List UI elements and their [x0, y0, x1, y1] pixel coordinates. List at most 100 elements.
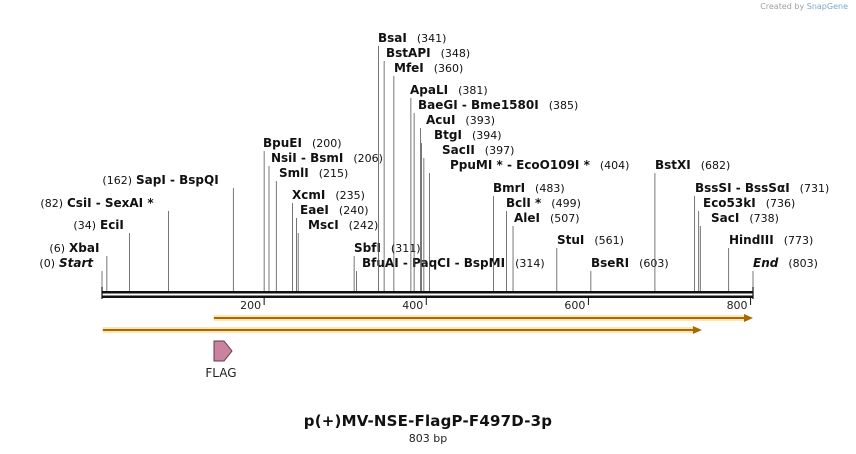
- site-position: (200): [312, 137, 342, 150]
- site-position: (360): [434, 62, 464, 75]
- orf-arrowhead: [744, 314, 753, 322]
- site-name: SmlI: [279, 166, 309, 180]
- orf-arrow[interactable]: [102, 326, 702, 334]
- backbone-top-strand: [102, 291, 753, 294]
- site-xbai[interactable]: XbaI (6): [49, 241, 108, 291]
- site-start[interactable]: Start (0): [39, 256, 103, 291]
- site-sbfi[interactable]: SbfI (311): [353, 241, 421, 291]
- site-position: (240): [339, 204, 369, 217]
- site-msci[interactable]: MscI (242): [297, 218, 379, 291]
- site-bseri[interactable]: BseRI (603): [590, 256, 669, 291]
- site-position: (404): [600, 159, 630, 172]
- site-name: HindIII: [729, 233, 774, 247]
- ruler-label: 600: [564, 299, 585, 312]
- site-position: (736): [766, 197, 796, 210]
- site-name: EaeI: [300, 203, 329, 217]
- site-eco53ki[interactable]: Eco53kI (736): [698, 196, 796, 291]
- site-position: (162): [102, 174, 132, 187]
- site-position: (235): [335, 189, 365, 202]
- site-name: AleI: [514, 211, 540, 225]
- site-name: XbaI: [69, 241, 99, 255]
- site-name: CsiI - SexAI *: [67, 196, 154, 210]
- site-position: (507): [550, 212, 580, 225]
- site-name: SacII: [442, 143, 475, 157]
- site-apali[interactable]: ApaLI (381): [410, 83, 488, 291]
- site-position: (0): [39, 257, 55, 270]
- site-name: BclI *: [506, 196, 542, 210]
- site-bpuei[interactable]: BpuEI (200): [263, 136, 342, 291]
- site-position: (206): [353, 152, 383, 165]
- site-eaei[interactable]: EaeI (240): [296, 203, 369, 291]
- site-position: (731): [800, 182, 830, 195]
- site-name: BpuEI: [263, 136, 302, 150]
- snapgene-credit: Created by SnapGene: [760, 2, 848, 11]
- site-position: (773): [784, 234, 814, 247]
- backbone-bottom-strand: [102, 295, 753, 298]
- site-bstxi[interactable]: BstXI (682): [654, 158, 730, 291]
- site-name: Start: [59, 256, 94, 270]
- site-ppumi[interactable]: PpuMI * - EcoO109I * (404): [429, 158, 630, 291]
- site-bcli[interactable]: BclI * (499): [506, 196, 581, 291]
- site-bfuai[interactable]: BfuAI - PaqCI - BspMI (314): [356, 256, 545, 291]
- site-position: (394): [472, 129, 502, 142]
- site-position: (34): [73, 219, 96, 232]
- site-nsii[interactable]: NsiI - BsmI (206): [268, 151, 383, 291]
- site-position: (803): [788, 257, 818, 270]
- site-name: MscI: [308, 218, 339, 232]
- site-name: XcmI: [292, 188, 325, 202]
- site-position: (314): [515, 257, 545, 270]
- site-alei[interactable]: AleI (507): [512, 211, 580, 291]
- site-position: (385): [549, 99, 579, 112]
- site-mfei[interactable]: MfeI (360): [393, 61, 464, 291]
- site-position: (311): [391, 242, 421, 255]
- site-csii[interactable]: CsiI - SexAI * (82): [40, 196, 169, 291]
- site-name: BaeGI - Bme1580I: [418, 98, 539, 112]
- ruler-label: 400: [402, 299, 423, 312]
- site-name: PpuMI * - EcoO109I *: [450, 158, 591, 172]
- site-xcmi[interactable]: XcmI (235): [292, 188, 365, 291]
- orf-arrowhead: [692, 326, 702, 334]
- site-position: (348): [441, 47, 471, 60]
- site-end[interactable]: End (803): [752, 256, 818, 291]
- plasmid-name: p(+)MV-NSE-FlagP-F497D-3p: [303, 412, 553, 430]
- site-name: BtgI: [434, 128, 462, 142]
- site-position: (215): [319, 167, 349, 180]
- snapgene-logo: SnapGene: [806, 2, 848, 11]
- site-name: BseRI: [591, 256, 629, 270]
- site-bsssi[interactable]: BssSI - BssSαI (731): [694, 181, 830, 291]
- site-position: (393): [465, 114, 495, 127]
- map-title-block: p(+)MV-NSE-FlagP-F497D-3p 803 bp: [0, 412, 856, 445]
- site-name: NsiI - BsmI: [271, 151, 343, 165]
- site-position: (483): [535, 182, 565, 195]
- feature-flag[interactable]: FLAG: [205, 340, 237, 380]
- site-name: BstAPI: [386, 46, 431, 60]
- site-sapi[interactable]: SapI - BspQI (162): [102, 173, 234, 291]
- ruler-label: 200: [240, 299, 261, 312]
- site-bstapi[interactable]: BstAPI (348): [383, 46, 471, 291]
- site-name: EciI: [100, 218, 124, 232]
- site-position: (603): [639, 257, 669, 270]
- site-name: MfeI: [394, 61, 424, 75]
- site-position: (6): [49, 242, 65, 255]
- site-position: (381): [458, 84, 488, 97]
- site-ecii[interactable]: EciI (34): [73, 218, 130, 291]
- site-position: (397): [485, 144, 515, 157]
- site-name: Eco53kI: [703, 196, 756, 210]
- feature-label: FLAG: [205, 366, 236, 380]
- site-saci[interactable]: SacI (738): [699, 211, 779, 291]
- site-sacii[interactable]: SacII (397): [423, 143, 515, 291]
- site-smli[interactable]: SmlI (215): [275, 166, 349, 291]
- site-position: (561): [594, 234, 624, 247]
- site-btgi[interactable]: BtgI (394): [421, 128, 502, 291]
- site-position: (738): [749, 212, 779, 225]
- site-bsai[interactable]: BsaI (341): [378, 31, 446, 291]
- site-hindiii[interactable]: HindIII (773): [728, 233, 814, 291]
- site-position: (242): [349, 219, 379, 232]
- site-bmri[interactable]: BmrI (483): [493, 181, 565, 291]
- orf-arrow[interactable]: [213, 314, 753, 322]
- site-position: (499): [551, 197, 581, 210]
- site-baegi[interactable]: BaeGI - Bme1580I (385): [413, 98, 579, 291]
- site-stui[interactable]: StuI (561): [556, 233, 624, 291]
- site-acui[interactable]: AcuI (393): [420, 113, 495, 291]
